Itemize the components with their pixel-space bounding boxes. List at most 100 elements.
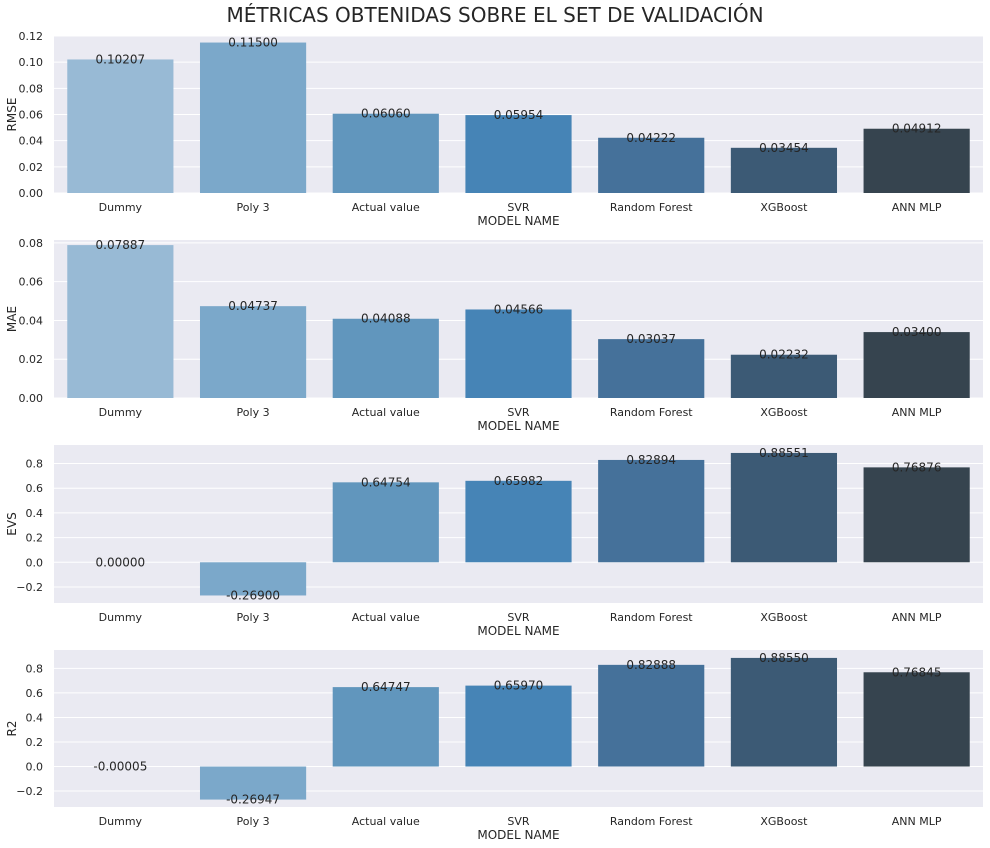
y-tick-label: 0.8 xyxy=(26,458,44,471)
bar-svr xyxy=(465,115,572,193)
y-axis-label: EVS xyxy=(5,512,19,535)
bar-actual-value xyxy=(332,113,439,193)
y-tick-label: 0.08 xyxy=(19,82,44,95)
y-tick-label: 0.8 xyxy=(26,662,44,675)
y-tick-label: 0.08 xyxy=(19,237,44,250)
value-label: 0.07887 xyxy=(96,238,146,252)
value-label: 0.76845 xyxy=(892,665,942,679)
value-label: 0.04737 xyxy=(228,299,278,313)
value-label: 0.04912 xyxy=(892,122,942,136)
x-tick-label: Dummy xyxy=(99,815,143,828)
bar-ann-mlp xyxy=(863,128,970,193)
value-label: 0.10207 xyxy=(96,52,146,66)
bar-xgboost xyxy=(730,354,838,398)
value-label: 0.03454 xyxy=(759,141,809,155)
bar-random-forest xyxy=(598,664,705,767)
x-tick-label: SVR xyxy=(507,201,530,214)
bar-xgboost xyxy=(730,452,838,563)
x-axis-label: MODEL NAME xyxy=(477,828,559,842)
subplot-rmse: 0.00 0.02 0.04 0.06 0.08 0.10 0.12 0.10207 Dummy… xyxy=(5,30,983,228)
x-tick-label: Random Forest xyxy=(610,201,693,214)
subplot-evs: −0.2 0.0 0.2 0.4 0.6 0.8 0.00000 Dummy -0.26900 P… xyxy=(5,445,983,638)
subplot-r2: −0.2 0.0 0.2 0.4 0.6 0.8 -0.00005 Dummy -0.26947… xyxy=(5,650,983,842)
figure-title: MÉTRICAS OBTENIDAS SOBRE EL SET DE VALID… xyxy=(226,3,764,27)
value-label: 0.64754 xyxy=(361,475,411,489)
bar-poly-3 xyxy=(199,766,307,800)
x-tick-label: Dummy xyxy=(99,611,143,624)
bar-dummy xyxy=(67,59,174,193)
value-label: 0.06060 xyxy=(361,107,411,121)
x-tick-label: Random Forest xyxy=(610,406,693,419)
bar-poly-3 xyxy=(199,306,307,398)
y-tick-label: 0.10 xyxy=(19,56,44,69)
x-tick-label: XGBoost xyxy=(760,406,808,419)
value-label: 0.04088 xyxy=(361,312,411,326)
value-label: 0.64747 xyxy=(361,680,411,694)
x-tick-label: XGBoost xyxy=(760,611,808,624)
x-tick-label: ANN MLP xyxy=(892,611,942,624)
x-tick-label: XGBoost xyxy=(760,201,808,214)
bar-poly-3 xyxy=(199,42,307,193)
y-tick-label: 0.0 xyxy=(26,556,44,569)
subplot-mae: 0.00 0.02 0.04 0.06 0.08 0.07887 Dummy 0.04737 P… xyxy=(5,237,983,433)
bar-actual-value xyxy=(332,687,439,767)
y-tick-label: 0.4 xyxy=(26,507,44,520)
x-tick-label: SVR xyxy=(507,611,530,624)
bar-ann-mlp xyxy=(863,672,970,767)
x-axis-label: MODEL NAME xyxy=(477,624,559,638)
value-label: 0.65970 xyxy=(494,679,544,693)
value-label: 0.65982 xyxy=(494,474,544,488)
value-label: 0.00000 xyxy=(96,555,146,569)
bar-ann-mlp xyxy=(863,467,970,563)
value-label: 0.03037 xyxy=(626,332,676,346)
x-tick-label: SVR xyxy=(507,406,530,419)
bar-random-forest xyxy=(598,459,705,563)
y-tick-label: 0.06 xyxy=(19,109,44,122)
value-label: -0.00005 xyxy=(93,760,147,774)
x-tick-label: Poly 3 xyxy=(237,201,270,214)
y-tick-label: 0.04 xyxy=(19,314,44,327)
bar-xgboost xyxy=(730,657,838,767)
x-tick-label: Poly 3 xyxy=(237,815,270,828)
value-label: 0.11500 xyxy=(228,36,278,50)
x-tick-label: Random Forest xyxy=(610,611,693,624)
value-label: 0.05954 xyxy=(494,108,544,122)
y-tick-label: 0.2 xyxy=(26,532,44,545)
value-label: 0.76876 xyxy=(892,460,942,474)
y-tick-label: 0.06 xyxy=(19,276,44,289)
y-tick-label: −0.2 xyxy=(16,581,43,594)
y-tick-label: 0.02 xyxy=(19,161,44,174)
x-tick-label: Actual value xyxy=(352,611,420,624)
value-label: 0.04222 xyxy=(626,131,676,145)
x-tick-label: ANN MLP xyxy=(892,201,942,214)
y-tick-label: 0.6 xyxy=(26,482,44,495)
bar-svr xyxy=(465,480,572,563)
bar-xgboost xyxy=(730,147,838,193)
value-label: 0.03400 xyxy=(892,325,942,339)
x-tick-label: Actual value xyxy=(352,201,420,214)
y-tick-label: 0.0 xyxy=(26,761,44,774)
y-tick-label: 0.00 xyxy=(19,392,44,405)
bar-actual-value xyxy=(332,318,439,398)
y-tick-label: 0.6 xyxy=(26,687,44,700)
y-tick-label: 0.12 xyxy=(19,30,44,43)
y-tick-label: 0.04 xyxy=(19,135,44,148)
x-tick-label: Dummy xyxy=(99,406,143,419)
bar-actual-value xyxy=(332,482,439,563)
x-tick-label: Poly 3 xyxy=(237,406,270,419)
bar-dummy xyxy=(67,245,174,398)
bar-random-forest xyxy=(598,137,705,193)
bar-random-forest xyxy=(598,339,705,398)
y-axis-label: RMSE xyxy=(5,98,19,132)
y-axis-label: R2 xyxy=(5,721,19,737)
value-label: 0.88550 xyxy=(759,651,809,665)
value-label: 0.02232 xyxy=(759,348,809,362)
y-tick-label: 0.02 xyxy=(19,353,44,366)
bar-svr xyxy=(465,309,572,398)
value-label: -0.26947 xyxy=(226,793,280,807)
x-tick-label: SVR xyxy=(507,815,530,828)
x-tick-label: ANN MLP xyxy=(892,406,942,419)
x-axis-label: MODEL NAME xyxy=(477,214,559,228)
x-tick-label: XGBoost xyxy=(760,815,808,828)
